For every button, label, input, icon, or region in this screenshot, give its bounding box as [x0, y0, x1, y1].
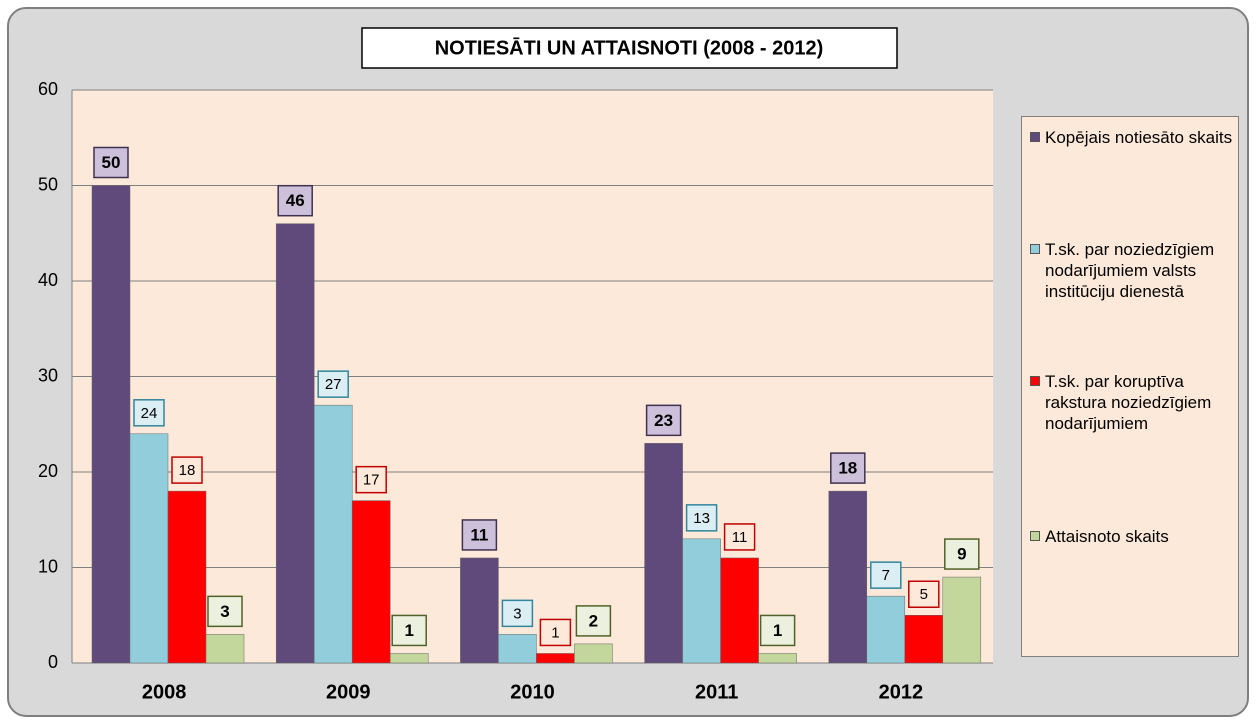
data-label-box: [133, 399, 165, 427]
data-label-box: [501, 599, 534, 628]
data-label-box: [908, 580, 940, 608]
data-label: 1: [404, 621, 413, 640]
x-tick-label: 2012: [879, 681, 924, 703]
data-label-box: [685, 504, 718, 532]
legend-swatch: [1030, 244, 1040, 254]
data-label-box: [575, 605, 612, 637]
data-label-box: [355, 465, 387, 494]
data-label: 7: [882, 567, 890, 584]
data-label: 50: [102, 153, 121, 172]
y-tick-label: 50: [38, 174, 58, 194]
bar: [205, 634, 245, 664]
data-label-box: [944, 538, 980, 570]
x-tick-label: 2010: [510, 681, 555, 703]
data-label: 1: [773, 621, 782, 640]
data-label-box: [830, 452, 866, 484]
bar: [351, 500, 391, 664]
legend-swatch: [1030, 531, 1040, 541]
legend-entry: T.sk. par noziedzīgiem nodarījumiem vals…: [1030, 239, 1235, 302]
y-tick-label: 60: [38, 79, 58, 99]
bar: [828, 490, 868, 664]
bar: [682, 538, 721, 664]
data-label-box: [870, 561, 902, 589]
title-box: [361, 27, 898, 69]
bar: [460, 557, 499, 664]
bar: [720, 557, 759, 664]
data-label-box: [461, 519, 498, 551]
bar: [536, 653, 575, 664]
data-label: 23: [654, 411, 673, 430]
data-label-box: [171, 456, 203, 484]
data-label: 3: [220, 602, 229, 621]
data-label-box: [645, 404, 682, 437]
bar: [129, 433, 169, 664]
data-label-box: [391, 614, 427, 647]
bar: [758, 653, 797, 664]
legend-swatch: [1030, 132, 1040, 142]
data-label-box: [759, 614, 796, 647]
data-label: 24: [141, 405, 158, 422]
y-tick-label: 40: [38, 270, 58, 290]
bar: [313, 404, 353, 664]
legend-swatch: [1030, 376, 1040, 386]
data-label: 17: [363, 472, 380, 489]
data-label-box: [723, 523, 756, 551]
data-label: 13: [693, 510, 710, 527]
bar: [389, 653, 429, 664]
data-label: 18: [179, 462, 196, 479]
bar: [91, 185, 131, 664]
y-tick-label: 20: [38, 461, 58, 481]
y-tick-label: 30: [38, 365, 58, 385]
legend: Kopējais notiesāto skaits T.sk. par nozie…: [1021, 116, 1239, 657]
bar: [904, 615, 944, 664]
legend-label: T.sk. par koruptīva rakstura noziedzīgie…: [1045, 372, 1212, 433]
data-label-box: [93, 146, 129, 179]
data-label: 3: [513, 605, 521, 622]
bar: [644, 443, 683, 664]
data-label: 27: [325, 376, 342, 393]
y-tick-label: 0: [48, 652, 58, 672]
legend-entry: Attaisnoto skaits: [1030, 526, 1235, 547]
data-label-box: [539, 618, 572, 647]
y-tick-label: 10: [38, 556, 58, 576]
data-label: 18: [838, 459, 857, 478]
bar: [574, 643, 613, 664]
bar: [167, 490, 207, 664]
data-label: 11: [470, 525, 488, 544]
bar: [866, 595, 906, 664]
data-label: 46: [286, 191, 305, 210]
bar: [275, 223, 315, 664]
legend-label: Attaisnoto skaits: [1045, 527, 1169, 546]
bar: [942, 576, 982, 664]
data-label-box: [277, 184, 313, 217]
x-tick-label: 2009: [326, 681, 371, 703]
legend-entry: T.sk. par koruptīva rakstura noziedzīgie…: [1030, 371, 1235, 434]
data-label-box: [317, 370, 349, 398]
data-label: 2: [589, 611, 598, 630]
data-label-box: [207, 595, 243, 628]
x-tick-label: 2008: [142, 681, 187, 703]
data-label: 9: [957, 545, 966, 564]
data-label: 11: [732, 529, 748, 546]
x-tick-label: 2011: [695, 681, 738, 703]
legend-label: T.sk. par noziedzīgiem nodarījumiem vals…: [1045, 240, 1215, 301]
legend-entry: Kopējais notiesāto skaits: [1030, 127, 1235, 148]
chart-title: NOTIESĀTI UN ATTAISNOTI (2008 - 2012): [435, 37, 824, 59]
legend-label: Kopējais notiesāto skaits: [1045, 128, 1233, 147]
data-label: 5: [920, 586, 928, 603]
bar: [498, 634, 537, 664]
data-label: 1: [551, 624, 559, 641]
